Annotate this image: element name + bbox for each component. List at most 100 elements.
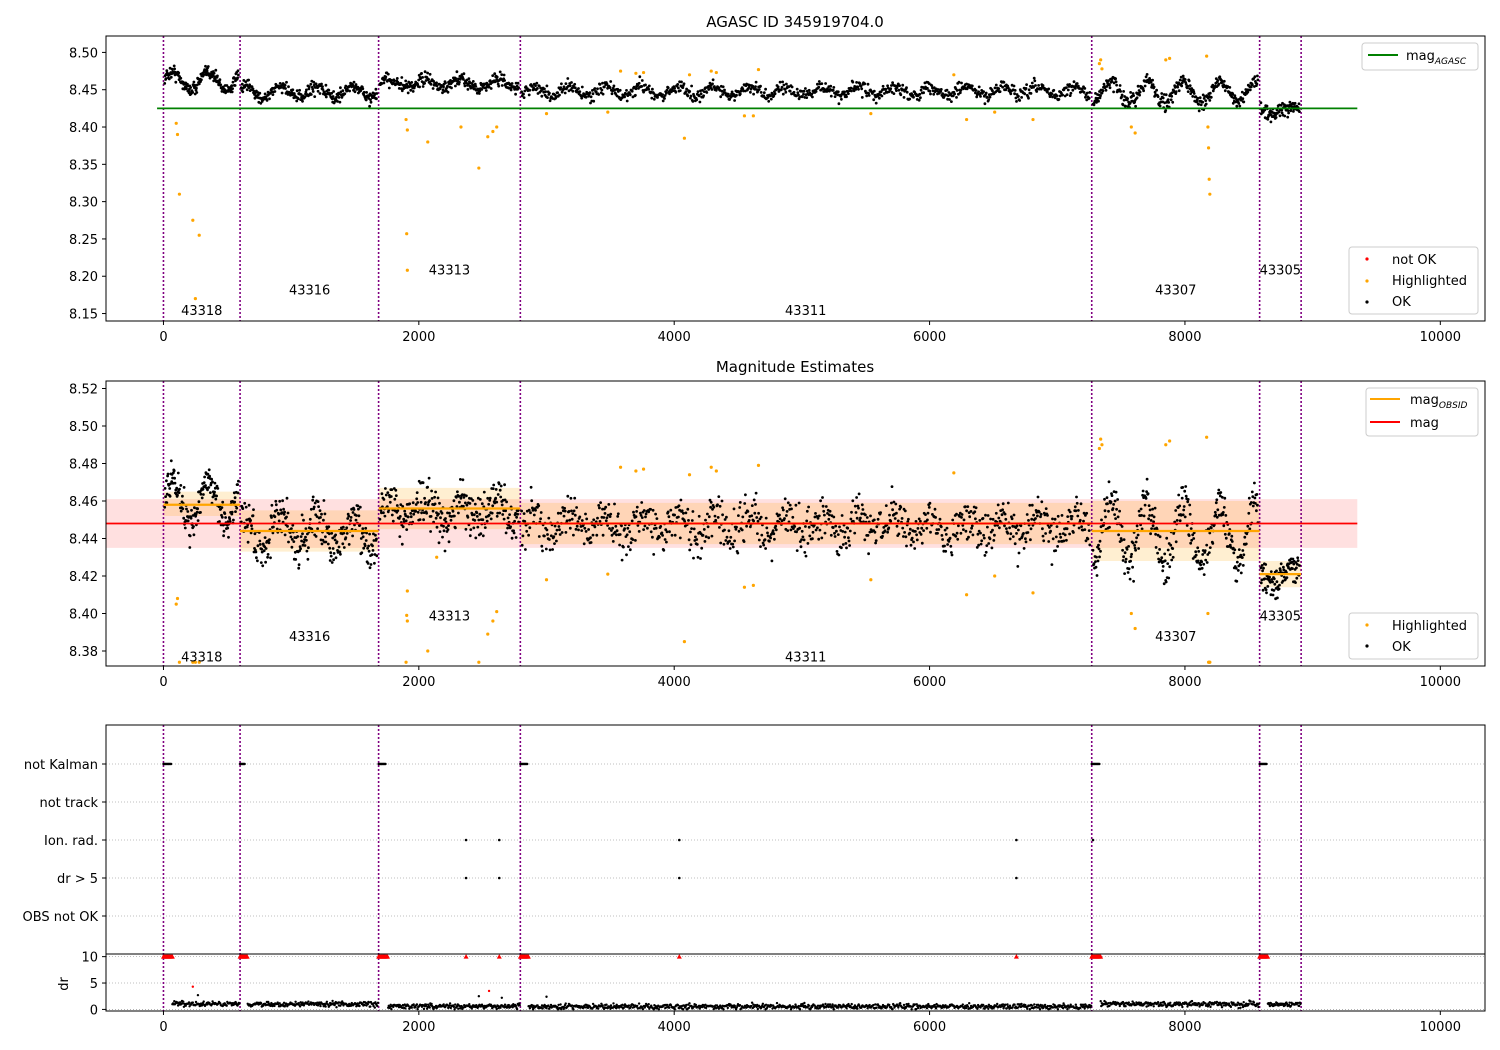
ok-point bbox=[1076, 514, 1080, 518]
ok-point bbox=[893, 517, 897, 520]
ok-point bbox=[689, 530, 692, 534]
ok-point bbox=[1086, 537, 1090, 541]
ok-point bbox=[433, 502, 437, 506]
ok-point bbox=[805, 519, 809, 523]
ok-point bbox=[1204, 558, 1208, 562]
ok-point bbox=[857, 87, 860, 91]
ok-point bbox=[337, 545, 341, 549]
ok-point bbox=[520, 509, 523, 513]
ok-point bbox=[1136, 533, 1140, 537]
ok-point bbox=[486, 496, 490, 500]
ok-point bbox=[1264, 563, 1268, 566]
ok-point bbox=[647, 510, 651, 514]
ok-point bbox=[196, 507, 200, 511]
not-kalman-flag bbox=[169, 762, 173, 766]
ok-point bbox=[707, 88, 711, 91]
ok-point bbox=[369, 563, 373, 566]
ok-point bbox=[337, 96, 341, 99]
ok-point bbox=[732, 507, 736, 511]
ok-point bbox=[576, 520, 580, 524]
ok-point bbox=[418, 518, 422, 521]
ok-point bbox=[1278, 114, 1282, 118]
ok-point bbox=[955, 96, 958, 99]
ok-point bbox=[457, 494, 461, 498]
ok-point bbox=[601, 81, 604, 85]
ok-point bbox=[568, 84, 572, 88]
ok-point bbox=[462, 78, 465, 81]
ok-point bbox=[1255, 493, 1259, 496]
ok-point bbox=[566, 494, 570, 498]
ok-point bbox=[967, 535, 970, 539]
highlighted-point bbox=[477, 660, 481, 664]
ok-point bbox=[455, 70, 459, 74]
ok-point bbox=[495, 500, 499, 504]
ok-point bbox=[873, 530, 877, 534]
ok-point bbox=[811, 95, 814, 99]
ok-point bbox=[769, 536, 772, 540]
ok-point bbox=[1115, 83, 1118, 87]
ok-point bbox=[795, 549, 799, 552]
ok-point bbox=[899, 93, 903, 97]
ok-point bbox=[867, 91, 870, 95]
ok-point bbox=[598, 520, 602, 523]
ok-point bbox=[954, 534, 958, 538]
ok-point bbox=[1145, 73, 1149, 76]
ok-point bbox=[1100, 518, 1103, 522]
ok-point bbox=[321, 85, 324, 88]
ok-point bbox=[1235, 579, 1239, 583]
ok-point bbox=[1143, 503, 1147, 507]
ok-point bbox=[608, 86, 612, 90]
ok-point bbox=[1238, 104, 1242, 108]
ok-point bbox=[969, 510, 973, 513]
ok-point bbox=[1215, 498, 1219, 502]
ok-point bbox=[523, 520, 527, 523]
ok-point bbox=[1181, 513, 1185, 517]
ok-point bbox=[414, 509, 418, 513]
ok-point bbox=[345, 532, 349, 535]
ok-point bbox=[1174, 509, 1178, 512]
ok-point bbox=[1181, 74, 1185, 78]
ok-point bbox=[963, 505, 967, 509]
ok-point bbox=[1005, 527, 1008, 530]
ok-point bbox=[788, 503, 792, 507]
ok-point bbox=[845, 95, 848, 99]
ok-point bbox=[398, 515, 402, 518]
ok-point bbox=[751, 84, 755, 88]
ok-point bbox=[555, 528, 559, 532]
ok-point bbox=[957, 80, 961, 84]
ok-point bbox=[651, 87, 654, 91]
ok-point bbox=[475, 515, 479, 518]
ok-point bbox=[570, 517, 574, 521]
ok-point bbox=[1220, 495, 1224, 499]
ok-point bbox=[262, 549, 266, 553]
ok-point bbox=[863, 82, 867, 86]
ok-point bbox=[965, 537, 969, 541]
highlighted-point bbox=[1208, 660, 1212, 664]
ok-point bbox=[998, 90, 1002, 93]
ok-point bbox=[528, 88, 532, 92]
ok-point bbox=[408, 502, 412, 506]
ok-point bbox=[459, 496, 463, 500]
ok-point bbox=[651, 535, 654, 539]
ok-point bbox=[738, 501, 742, 504]
ok-point bbox=[1248, 527, 1252, 531]
ok-point bbox=[652, 553, 656, 556]
ok-point bbox=[375, 92, 379, 95]
dr-point bbox=[499, 1006, 502, 1009]
ok-point bbox=[232, 518, 235, 522]
ok-point bbox=[1178, 78, 1182, 82]
ion-rad-flag bbox=[464, 838, 468, 842]
ok-point bbox=[684, 511, 688, 515]
ok-point bbox=[628, 548, 632, 552]
ok-point bbox=[199, 511, 202, 514]
ok-point bbox=[616, 515, 620, 518]
ok-point bbox=[1132, 579, 1135, 583]
ok-point bbox=[649, 530, 653, 534]
highlighted-point bbox=[486, 135, 490, 139]
ok-point bbox=[1134, 104, 1137, 108]
ok-point bbox=[498, 488, 502, 492]
ok-point bbox=[841, 530, 845, 533]
ok-point bbox=[752, 498, 756, 502]
ok-point bbox=[1025, 513, 1029, 516]
ok-point bbox=[778, 80, 782, 84]
